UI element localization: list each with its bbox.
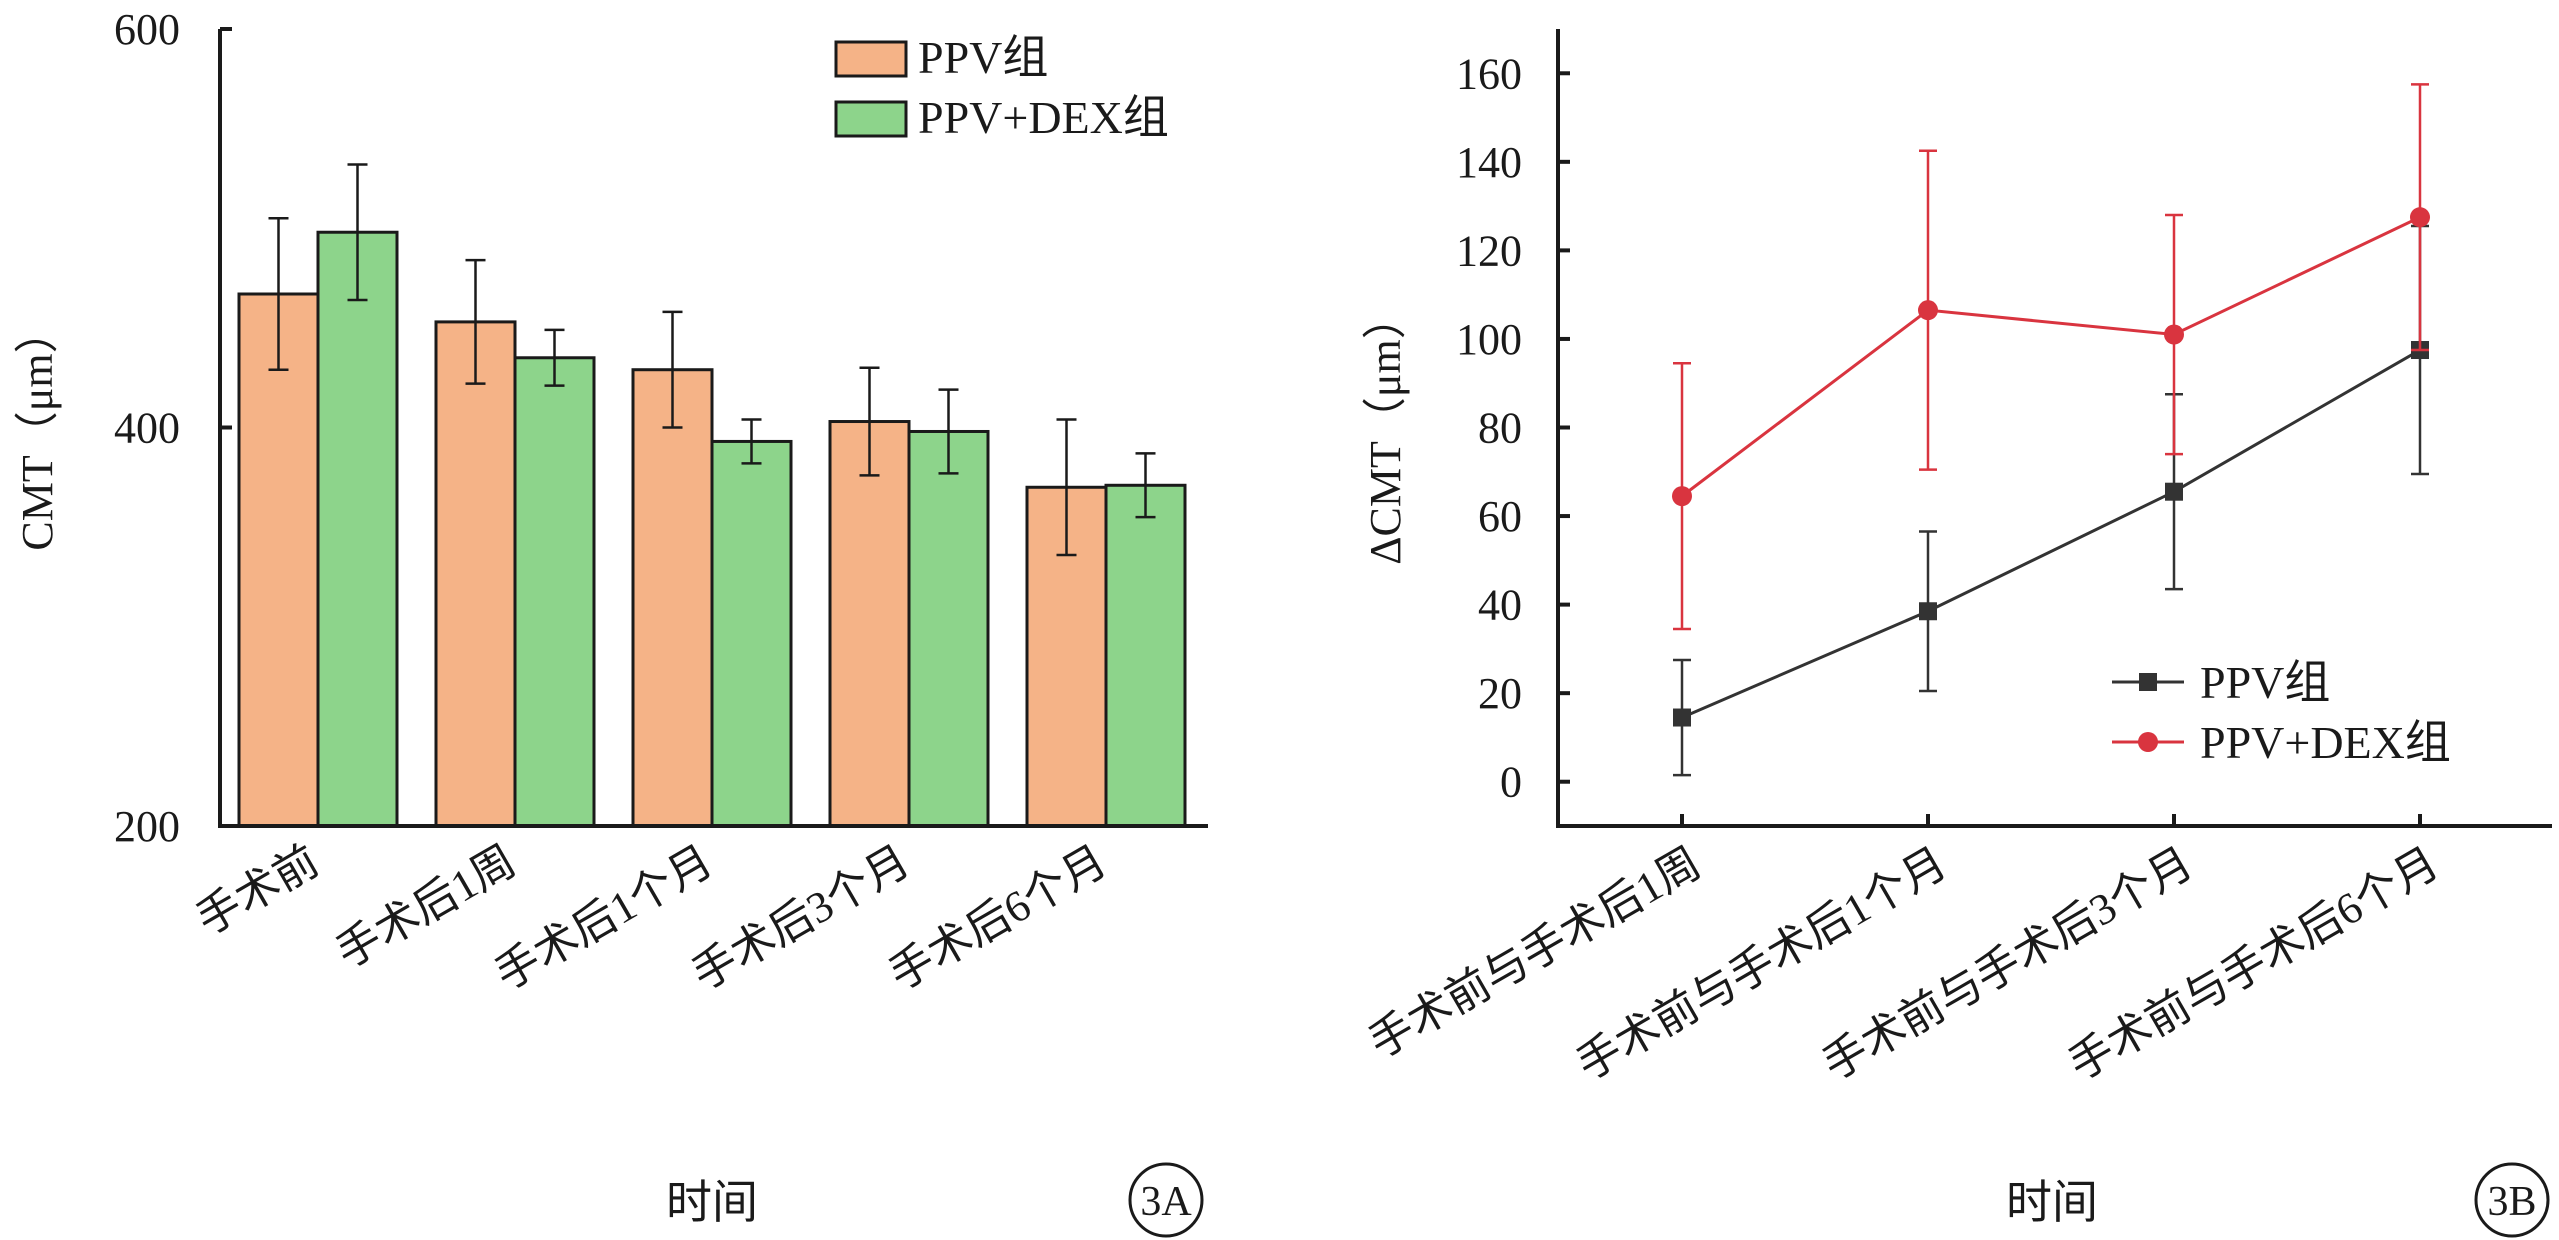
y-tick-label: 100 <box>1456 315 1522 364</box>
y-tick-label: 400 <box>114 404 180 453</box>
panel-label-3a: 3A <box>1140 1179 1192 1225</box>
y-tick-label: 40 <box>1478 581 1522 630</box>
panel-3b-line-chart: 0 20 40 60 80 100 120 140 160 手术前与手术后1周手术前与手术后1个… <box>1361 29 2552 1238</box>
y-tick-label: 160 <box>1456 49 1522 98</box>
legend-label-dex: PPV+DEX组 <box>918 92 1169 143</box>
legend-marker-ppv <box>2139 673 2157 691</box>
y-tick-label: 20 <box>1478 669 1522 718</box>
x-tick-label: 手术后1个月 <box>487 836 721 999</box>
data-point-ppv <box>1673 708 1691 727</box>
data-point-ppv <box>2165 482 2183 501</box>
x-tick-label: 手术后3个月 <box>684 836 918 999</box>
y-tick-label: 200 <box>114 802 180 851</box>
y-ticks-group: 0 20 40 60 80 100 120 140 160 <box>1456 49 1570 807</box>
data-point-dex <box>1918 300 1938 321</box>
bar-ppv-2 <box>434 320 517 828</box>
data-point-dex <box>2410 207 2430 228</box>
legend-swatch-dex <box>834 100 908 138</box>
x-axis-label: 时间 <box>2006 1177 2098 1228</box>
panel-badge-3b: 3B <box>2474 1162 2550 1238</box>
bars-group <box>237 230 1187 828</box>
series-group <box>1672 83 2430 777</box>
y-tick-label: 120 <box>1456 226 1522 275</box>
y-tick-label: 600 <box>114 5 180 54</box>
panel-label-3b: 3B <box>2487 1179 2536 1225</box>
error-bars-group <box>268 163 1156 557</box>
bar-dex-4 <box>907 429 990 828</box>
bar-dex-2 <box>513 356 596 828</box>
series-line-dex <box>1681 215 2421 498</box>
data-point-ppv <box>1919 602 1937 621</box>
legend-label-ppv: PPV组 <box>918 32 1048 83</box>
data-point-dex <box>1672 486 1692 507</box>
bar-ppv-1 <box>237 292 320 828</box>
legend-label-dex: PPV+DEX组 <box>2200 717 2451 768</box>
bar-ppv-4 <box>828 420 911 828</box>
y-axis-label: ΔCMT（μm） <box>1361 295 1410 564</box>
legend: PPV组 PPV+DEX组 <box>834 32 1169 143</box>
y-axis-label: CMT（μm） <box>13 309 62 550</box>
series-line-ppv <box>1681 348 2421 719</box>
x-tick-label: 手术后6个月 <box>881 836 1115 999</box>
legend-swatch-ppv <box>834 40 908 78</box>
y-tick-label: 80 <box>1478 404 1522 453</box>
bar-dex-1 <box>316 230 399 828</box>
legend-marker-dex <box>2138 732 2158 752</box>
panel-badge-3a: 3A <box>1128 1162 1204 1238</box>
bar-dex-3 <box>710 439 793 828</box>
x-axis-label: 时间 <box>666 1177 758 1228</box>
legend-label-ppv: PPV组 <box>2200 657 2330 708</box>
legend: PPV组 PPV+DEX组 <box>2112 657 2451 768</box>
x-tick-label: 手术前 <box>188 836 327 944</box>
data-point-dex <box>2164 324 2184 345</box>
bar-ppv-3 <box>631 368 714 828</box>
y-tick-label: 60 <box>1478 492 1522 541</box>
y-tick-label: 0 <box>1500 758 1522 807</box>
y-ticks-group: 200 400 600 <box>114 5 232 851</box>
y-tick-label: 140 <box>1456 138 1522 187</box>
bar-dex-5 <box>1104 483 1187 828</box>
